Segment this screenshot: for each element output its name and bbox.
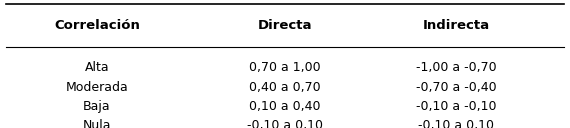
Text: 0,40 a 0,70: 0,40 a 0,70 [249,81,321,94]
Text: Alta: Alta [84,61,109,74]
Text: -0,10 a 0,10: -0,10 a 0,10 [418,119,494,128]
Text: 0,70 a 1,00: 0,70 a 1,00 [249,61,321,74]
Text: -0,10 a -0,10: -0,10 a -0,10 [416,100,496,113]
Text: -1,00 a -0,70: -1,00 a -0,70 [416,61,496,74]
Text: -0,10 a 0,10: -0,10 a 0,10 [247,119,323,128]
Text: Baja: Baja [83,100,111,113]
Text: Correlación: Correlación [54,19,140,32]
Text: Indirecta: Indirecta [422,19,490,32]
Text: Nula: Nula [83,119,111,128]
Text: Moderada: Moderada [66,81,128,94]
Text: -0,70 a -0,40: -0,70 a -0,40 [416,81,496,94]
Text: Directa: Directa [258,19,312,32]
Text: 0,10 a 0,40: 0,10 a 0,40 [249,100,321,113]
